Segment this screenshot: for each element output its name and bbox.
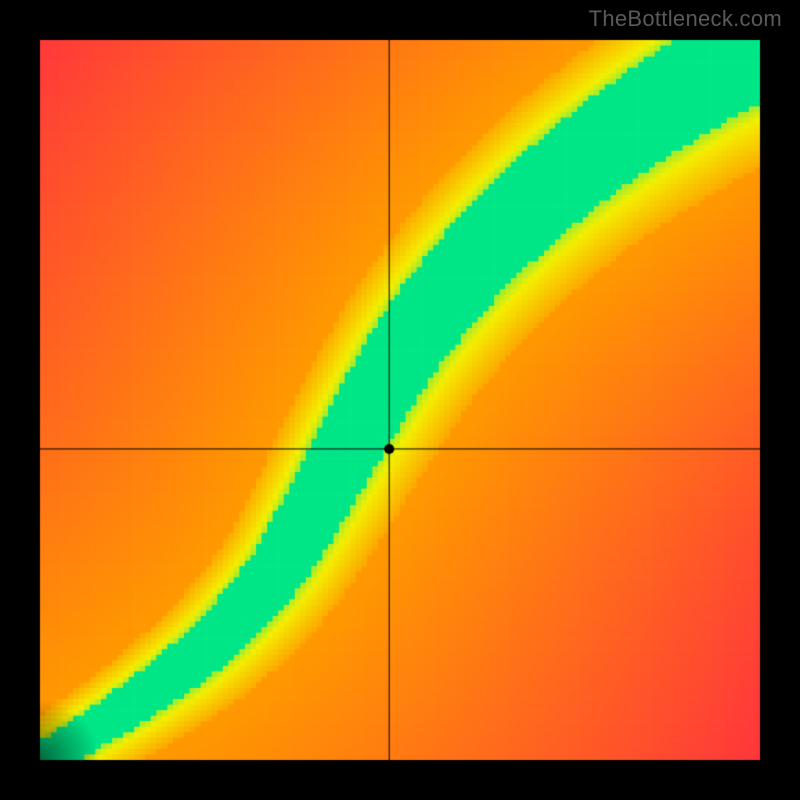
watermark-text: TheBottleneck.com — [589, 6, 782, 32]
bottleneck-heatmap-canvas — [0, 0, 800, 800]
chart-container: TheBottleneck.com — [0, 0, 800, 800]
